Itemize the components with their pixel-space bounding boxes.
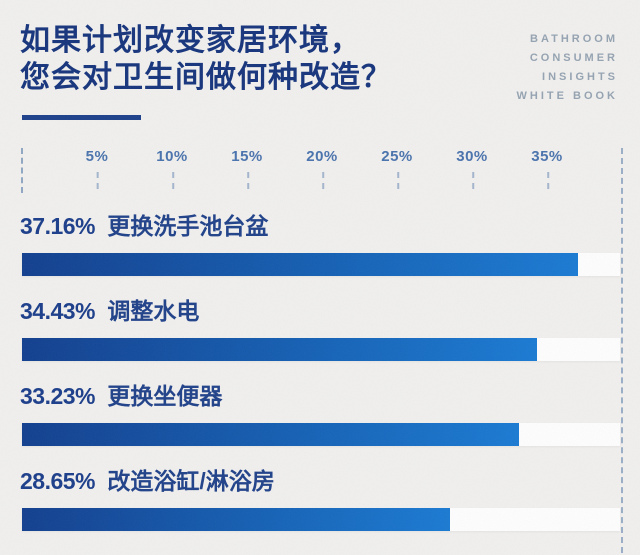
bar-category-label: 更换坐便器 <box>107 383 223 409</box>
axis-tick-mark <box>97 172 99 189</box>
axis-tick-25pct: 25% <box>381 148 413 189</box>
brand-line-whitebook: WHITE BOOK <box>516 90 618 102</box>
bar-row-label: 33.23% 更换坐便器 <box>20 383 622 409</box>
bar-track <box>22 338 620 361</box>
bar-track <box>22 508 620 531</box>
axis-guide-line-0pct <box>21 148 23 193</box>
bar-row-label: 34.43% 调整水电 <box>20 298 622 324</box>
bar-fill <box>22 423 519 446</box>
brand-line-bathroom: BATHROOM <box>530 33 618 45</box>
bar-value-label: 37.16% <box>20 213 96 239</box>
bar-value-label: 34.43% <box>20 298 96 324</box>
axis-tick-5pct: 5% <box>86 148 109 189</box>
bar-category-label: 调整水电 <box>107 298 200 324</box>
axis-tick-15pct: 15% <box>231 148 263 189</box>
title-underline <box>22 115 141 120</box>
bar-row-label: 28.65% 改造浴缸/淋浴房 <box>20 468 622 494</box>
axis-tick-mark <box>397 172 399 189</box>
bar-track <box>22 423 620 446</box>
page-title: 如果计划改变家居环境， 您会对卫生间做何种改造？ <box>20 22 392 96</box>
axis-tick-mark <box>247 172 249 189</box>
bar-row: 33.23% 更换坐便器 <box>20 383 622 446</box>
axis-tick-mark <box>322 172 324 189</box>
bar-fill <box>22 338 537 361</box>
bar-track <box>22 253 620 276</box>
bar-value-label: 28.65% <box>20 468 96 494</box>
page-title-line1: 如果计划改变家居环境， <box>20 24 361 57</box>
axis-tick-20pct: 20% <box>306 148 338 189</box>
axis-tick-mark <box>547 172 549 189</box>
axis-tick-mark <box>172 172 174 189</box>
brand-line-insights: INSIGHTS <box>542 71 618 83</box>
bar-chart: 5% 10% 15% 20% 25% 30% 35% 37.16% 更换洗手池台盆 34.4… <box>20 148 623 553</box>
page-title-line2: 您会对卫生间做何种改造？ <box>20 61 392 94</box>
bar-fill <box>22 253 578 276</box>
bar-row: 34.43% 调整水电 <box>20 298 622 361</box>
axis-tick-30pct: 30% <box>456 148 488 189</box>
bar-row-label: 37.16% 更换洗手池台盆 <box>20 213 622 239</box>
brand-line-consumer: CONSUMER <box>529 52 618 64</box>
bar-row: 37.16% 更换洗手池台盆 <box>20 213 622 276</box>
bar-fill <box>22 508 451 531</box>
bar-value-label: 33.23% <box>20 383 96 409</box>
bar-category-label: 更换洗手池台盆 <box>107 213 269 239</box>
brand-wordmark: BATHROOM CONSUMER INSIGHTS WHITE BOOK <box>517 30 619 106</box>
axis-tick-mark <box>472 172 474 189</box>
axis-tick-10pct: 10% <box>156 148 188 189</box>
axis-tick-35pct: 35% <box>531 148 563 189</box>
bar-category-label: 改造浴缸/淋浴房 <box>107 468 275 494</box>
bar-row: 28.65% 改造浴缸/淋浴房 <box>20 468 622 531</box>
